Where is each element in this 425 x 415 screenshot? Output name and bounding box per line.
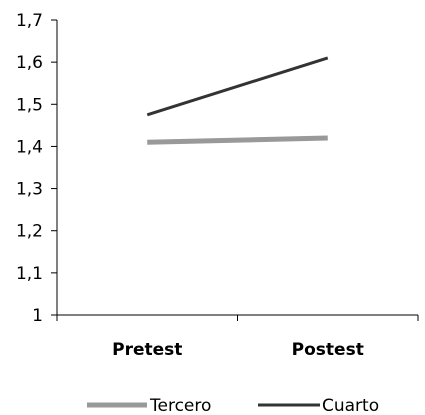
x-axis: Pretest Postest [56,314,419,360]
y-tick-label: 1,6 [16,53,43,73]
y-tick-label: 1,4 [16,137,43,157]
y-tick-label: 1,2 [16,222,43,242]
series-line-cuarto [146,56,329,117]
x-category-label: Pretest [112,340,182,360]
legend: Tercero Cuarto [87,396,379,415]
y-tick-label: 1,5 [16,95,43,115]
y-axis: 1 1,1 1,2 1,3 1,4 1,5 1,6 1,7 [16,11,58,326]
y-tick-label: 1,7 [16,11,43,31]
y-tick-label: 1,1 [16,264,43,284]
series-lines [146,56,329,145]
legend-label-cuarto: Cuarto [322,396,379,415]
x-category-label: Postest [292,340,364,360]
y-tick-label: 1 [32,306,43,326]
series-line-tercero [147,135,328,145]
legend-label-tercero: Tercero [149,396,211,415]
y-tick-label: 1,3 [16,180,43,200]
